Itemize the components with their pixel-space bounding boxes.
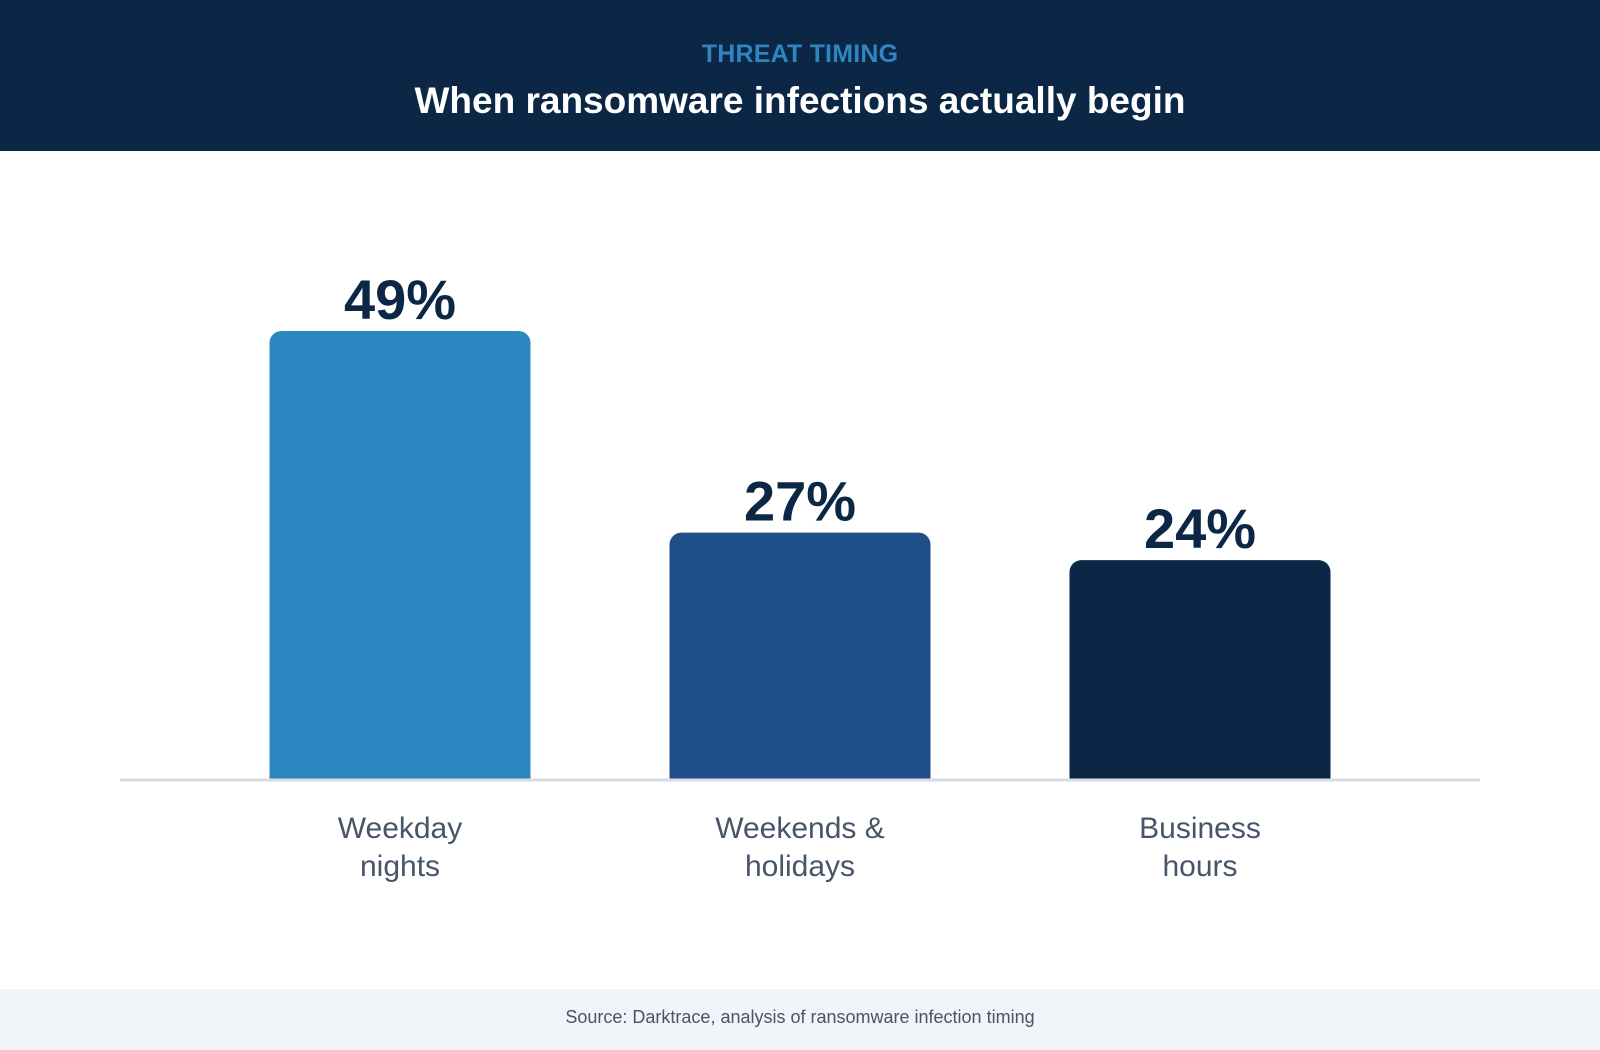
- chart-eyebrow: THREAT TIMING: [701, 40, 899, 68]
- source-note: Source: Darktrace, analysis of ransomwar…: [565, 1007, 1035, 1027]
- bar-1: [669, 532, 931, 792]
- value-label-0: 49%: [344, 268, 456, 331]
- chart-title: When ransomware infections actually begi…: [414, 80, 1186, 121]
- chart-footer: Source: Darktrace, analysis of ransomwar…: [0, 989, 1600, 1050]
- value-label-2: 24%: [1144, 497, 1256, 560]
- chart-header: THREAT TIMING When ransomware infections…: [0, 0, 1600, 151]
- category-label-line: Weekends &: [715, 812, 885, 845]
- category-label-0: Weekday nights: [338, 812, 463, 883]
- category-label-1: Weekends & holidays: [715, 812, 885, 883]
- bar-0: [269, 331, 531, 792]
- bar-2: [1069, 560, 1331, 792]
- category-label-line: Weekday: [338, 812, 463, 845]
- bar-chart-svg: 49% 27% 24% Weekday nights Weekends & holidays…: [0, 268, 1600, 883]
- category-label-line: nights: [360, 850, 440, 883]
- value-label-1: 27%: [744, 470, 856, 533]
- category-label-line: Business: [1139, 812, 1261, 845]
- bar-chart: 49% 27% 24% Weekday nights Weekends & holidays…: [0, 151, 1600, 989]
- category-label-line: holidays: [745, 850, 855, 883]
- category-label-2: Business hours: [1139, 812, 1261, 883]
- baseline-mask: [0, 781, 1600, 821]
- category-label-line: hours: [1162, 850, 1237, 883]
